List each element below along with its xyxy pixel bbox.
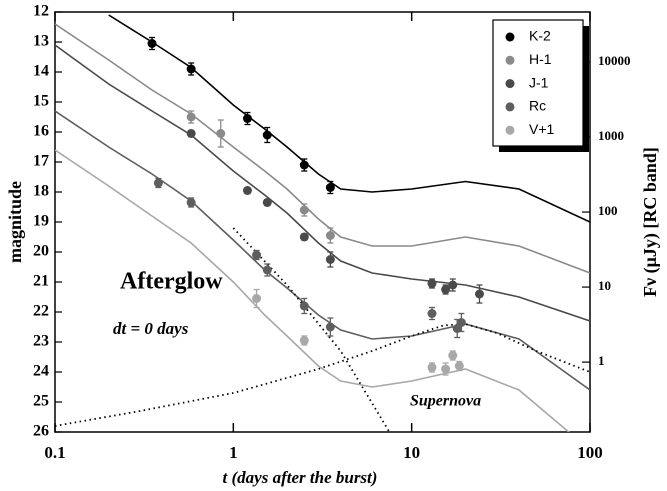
data-point	[325, 322, 335, 332]
data-point	[325, 231, 335, 240]
data-point	[299, 232, 309, 242]
data-point	[242, 186, 252, 195]
legend-label: V+1	[529, 121, 555, 137]
y2-tick-label: 1000	[598, 128, 624, 143]
y-tick-label: 20	[33, 243, 49, 260]
y-tick-label: 22	[33, 303, 49, 320]
y-tick-label: 19	[33, 213, 49, 230]
data-point	[299, 301, 309, 311]
data-point	[186, 112, 196, 122]
annotation: Supernova	[410, 393, 481, 410]
data-point	[186, 64, 196, 74]
y-tick-label: 26	[33, 423, 49, 440]
data-point	[262, 198, 272, 207]
y2-axis-label: Fν (μJy) [RC band]	[640, 147, 661, 297]
y-tick-label: 13	[33, 33, 49, 50]
data-point	[427, 363, 437, 372]
data-point	[427, 279, 437, 288]
y2-tick-label: 10	[598, 278, 611, 293]
y-tick-label: 15	[33, 93, 49, 110]
data-point	[474, 289, 484, 299]
y2-tick-label: 1	[598, 353, 605, 368]
x-tick-label: 10	[403, 443, 420, 462]
data-point	[299, 160, 309, 170]
y2-tick-label: 100	[598, 203, 618, 218]
legend-label: Rc	[529, 98, 546, 114]
data-point	[448, 280, 458, 290]
y-axis-label: magnitude	[5, 181, 25, 263]
data-point	[299, 336, 309, 345]
data-point	[456, 318, 466, 327]
legend-label: H-1	[529, 51, 552, 67]
legend-label: J-1	[529, 74, 549, 90]
y-tick-label: 18	[33, 183, 49, 200]
x-axis-label: t (days after the burst)	[223, 468, 378, 487]
model-curve	[55, 110, 590, 391]
legend-label: K-2	[529, 28, 551, 44]
data-point	[325, 255, 335, 264]
data-point	[216, 129, 226, 138]
legend-marker	[505, 32, 515, 42]
data-point	[252, 294, 262, 303]
y-tick-label: 23	[33, 333, 49, 350]
y-tick-label: 24	[33, 363, 49, 380]
x-tick-label: 0.1	[44, 443, 65, 462]
dotted-curve	[55, 323, 590, 427]
data-point	[147, 39, 157, 48]
data-point	[441, 285, 451, 294]
y-tick-label: 12	[33, 3, 49, 20]
data-point	[454, 361, 464, 371]
x-tick-label: 1	[229, 443, 238, 462]
data-point	[252, 250, 262, 260]
data-point	[186, 198, 196, 207]
x-tick-label: 100	[577, 443, 603, 462]
data-point	[427, 309, 437, 318]
annotation: Afterglow	[120, 269, 223, 295]
dotted-curve	[232, 227, 391, 432]
legend-marker	[505, 55, 515, 65]
data-point	[299, 205, 309, 215]
data-point	[153, 178, 163, 188]
legend-marker	[505, 79, 515, 89]
annotation: dt = 0 days	[113, 319, 189, 338]
legend-marker	[505, 102, 515, 112]
model-curve	[55, 149, 570, 432]
y2-tick-label: 10000	[598, 53, 631, 68]
y-tick-label: 16	[33, 123, 49, 140]
y-tick-label: 25	[33, 393, 49, 410]
data-point	[262, 265, 272, 275]
data-point	[186, 129, 196, 138]
plot-area	[55, 14, 590, 432]
data-point	[325, 183, 335, 192]
y-tick-label: 21	[33, 273, 49, 290]
legend-marker	[505, 125, 515, 135]
data-point	[262, 130, 272, 140]
y-tick-label: 14	[33, 63, 49, 80]
data-point	[242, 114, 252, 123]
data-point	[441, 364, 451, 374]
y-tick-label: 17	[33, 153, 49, 170]
data-point	[448, 351, 458, 360]
